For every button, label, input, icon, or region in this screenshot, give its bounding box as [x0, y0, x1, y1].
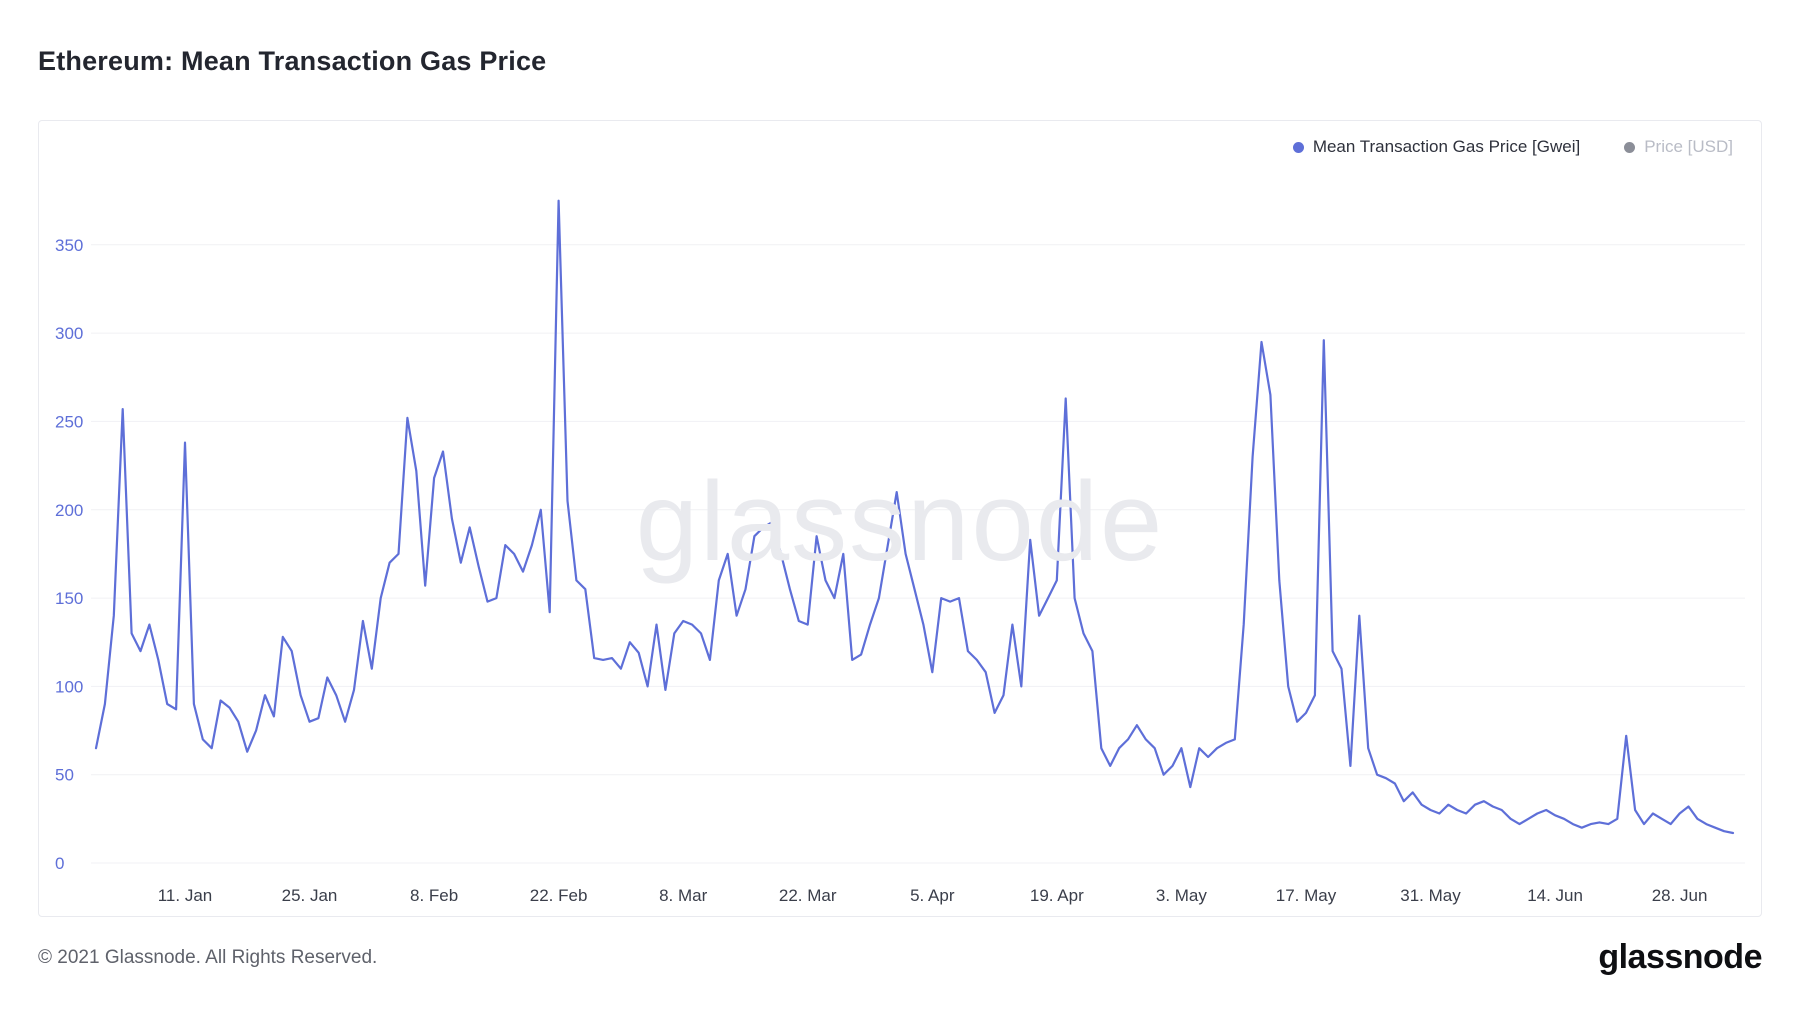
- svg-text:200: 200: [55, 501, 83, 520]
- svg-text:22. Mar: 22. Mar: [779, 886, 837, 905]
- svg-text:25. Jan: 25. Jan: [282, 886, 338, 905]
- glassnode-logo: glassnode: [1598, 938, 1762, 976]
- gas-price-chart[interactable]: 0 50 100 150 200 250 300 350 11. Jan 25. Jan 8. Fe…: [39, 121, 1763, 918]
- svg-text:19. Apr: 19. Apr: [1030, 886, 1084, 905]
- svg-text:250: 250: [55, 412, 83, 431]
- glassnode-watermark: glassnode: [635, 459, 1165, 584]
- svg-text:31. May: 31. May: [1400, 886, 1461, 905]
- legend-item-gas-price[interactable]: Mean Transaction Gas Price [Gwei]: [1292, 137, 1581, 157]
- legend-label-gas-price: Mean Transaction Gas Price [Gwei]: [1312, 137, 1581, 156]
- copyright-text: © 2021 Glassnode. All Rights Reserved.: [38, 946, 378, 968]
- svg-text:14. Jun: 14. Jun: [1527, 886, 1583, 905]
- svg-text:50: 50: [55, 766, 74, 785]
- legend-label-price-usd: Price [USD]: [1644, 137, 1733, 156]
- svg-text:11. Jan: 11. Jan: [158, 886, 213, 905]
- chart-legend: Mean Transaction Gas Price [Gwei] Price …: [1292, 137, 1733, 157]
- legend-item-price-usd[interactable]: Price [USD]: [1624, 137, 1733, 157]
- svg-text:3. May: 3. May: [1156, 886, 1208, 905]
- svg-text:5. Apr: 5. Apr: [910, 886, 955, 905]
- svg-text:17. May: 17. May: [1276, 886, 1337, 905]
- svg-text:8. Mar: 8. Mar: [659, 886, 708, 905]
- svg-text:0: 0: [55, 854, 64, 873]
- svg-text:8. Feb: 8. Feb: [410, 886, 458, 905]
- chart-card: Mean Transaction Gas Price [Gwei] Price …: [38, 120, 1762, 917]
- legend-dot-price-usd-icon: [1624, 141, 1636, 153]
- page-title: Ethereum: Mean Transaction Gas Price: [38, 46, 547, 76]
- svg-text:22. Feb: 22. Feb: [530, 886, 588, 905]
- svg-text:300: 300: [55, 324, 83, 343]
- page-footer: © 2021 Glassnode. All Rights Reserved. g…: [38, 938, 1762, 977]
- legend-dot-gas-price-icon: [1292, 141, 1304, 153]
- svg-text:350: 350: [55, 236, 83, 255]
- svg-text:28. Jun: 28. Jun: [1652, 886, 1708, 905]
- svg-text:150: 150: [55, 589, 83, 608]
- svg-text:100: 100: [55, 677, 83, 696]
